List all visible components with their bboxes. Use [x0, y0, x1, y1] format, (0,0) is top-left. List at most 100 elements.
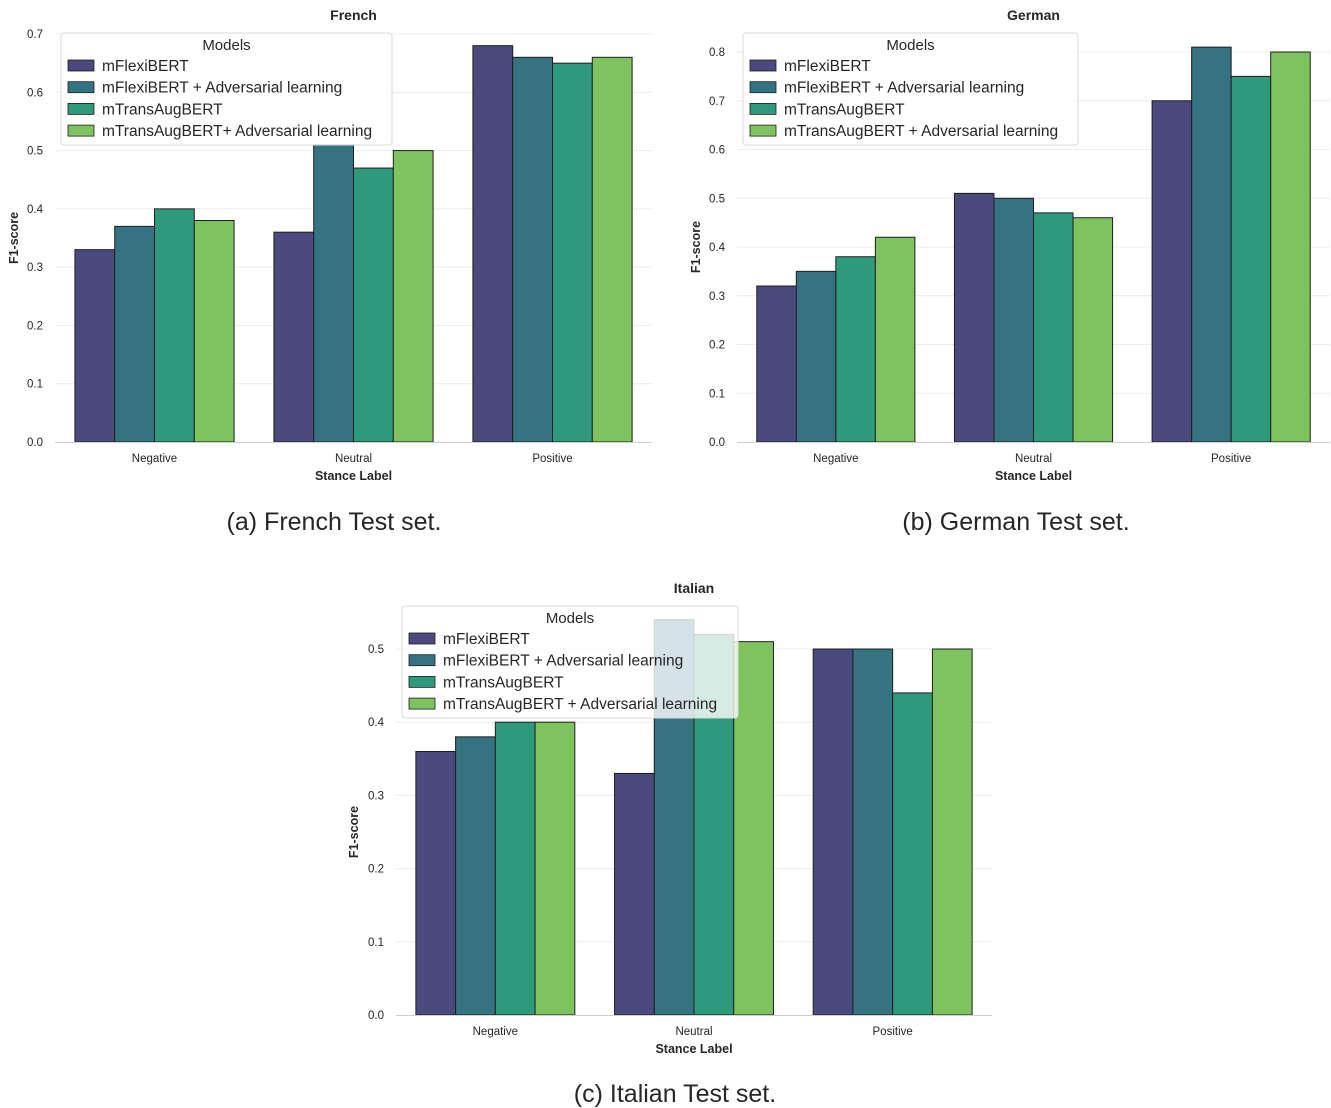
y-tick-label: 0.6	[27, 87, 43, 99]
y-tick-label: 0.1	[27, 379, 43, 391]
bar	[1191, 46, 1232, 443]
y-tick-label: 0.1	[709, 388, 725, 400]
legend-entry: mTransAugBERT + Adversarial learning	[784, 123, 1058, 140]
bar	[756, 285, 797, 443]
legend-swatch	[408, 632, 436, 645]
y-tick-label: 0.4	[709, 242, 726, 254]
legend-swatch	[67, 103, 95, 115]
bar	[154, 208, 195, 443]
legend-box	[60, 32, 393, 146]
figure-caption: (a) French Test set.	[227, 508, 442, 536]
legend-swatch	[408, 654, 436, 667]
legend-swatch	[749, 81, 777, 94]
x-tick-label: Positive	[532, 453, 572, 465]
bar	[993, 197, 1035, 443]
legend-swatch	[749, 103, 777, 115]
legend-title: Models	[886, 37, 934, 54]
bar	[313, 144, 355, 443]
legend-entry: mFlexiBERT	[443, 631, 530, 648]
bar	[1230, 75, 1272, 443]
bar	[494, 721, 536, 1016]
y-tick-label: 0.3	[27, 262, 43, 274]
y-tick-label: 0.5	[709, 193, 725, 205]
legend-swatch	[749, 124, 777, 137]
y-tick-label: 0.1	[368, 937, 384, 949]
bar	[1033, 212, 1074, 443]
bar	[733, 641, 774, 1016]
bar	[74, 249, 116, 443]
bar	[852, 648, 894, 1016]
y-tick-label: 0.3	[709, 291, 725, 303]
y-tick-label: 0.8	[709, 47, 725, 59]
bar	[614, 772, 655, 1016]
x-axis-label: Stance Label	[655, 1042, 732, 1056]
chart-title: French	[330, 7, 377, 23]
bar	[953, 192, 995, 443]
y-tick-label: 0.6	[709, 145, 725, 157]
bar	[353, 167, 394, 443]
bar	[1270, 51, 1311, 443]
bar	[193, 220, 235, 443]
legend-entry: mTransAugBERT	[443, 674, 564, 691]
figure-caption: (b) German Test set.	[902, 508, 1129, 536]
bar	[835, 256, 876, 443]
y-tick-label: 0.0	[368, 1010, 384, 1022]
y-tick-label: 0.4	[368, 717, 385, 729]
bar	[415, 750, 457, 1016]
legend-swatch	[408, 697, 436, 710]
legend-entry: mTransAugBERT	[784, 101, 905, 118]
legend-entry: mTransAugBERT	[102, 101, 223, 118]
y-axis-label: F1-score	[347, 806, 361, 858]
y-tick-label: 0.0	[27, 437, 43, 449]
bar	[273, 231, 315, 443]
bar	[1072, 217, 1114, 443]
chart-title: Italian	[674, 580, 714, 596]
legend-title: Models	[202, 37, 250, 54]
y-tick-label: 0.4	[27, 204, 44, 216]
bar	[795, 270, 837, 443]
legend-swatch	[67, 59, 95, 72]
legend-swatch	[67, 124, 95, 137]
legend-box	[401, 605, 739, 719]
bar	[534, 721, 576, 1016]
legend-entry: mFlexiBERT	[784, 58, 871, 75]
bar	[591, 56, 633, 443]
x-tick-label: Negative	[132, 453, 177, 465]
legend-swatch	[749, 59, 777, 72]
y-tick-label: 0.2	[368, 864, 384, 876]
x-tick-label: Negative	[813, 453, 858, 465]
bar	[114, 225, 155, 443]
y-tick-label: 0.7	[709, 96, 725, 108]
bar	[455, 736, 496, 1016]
bar	[472, 45, 514, 443]
bar	[812, 648, 854, 1016]
bar	[1151, 100, 1193, 443]
x-tick-label: Neutral	[675, 1026, 712, 1038]
x-tick-label: Positive	[873, 1026, 913, 1038]
legend-entry: mFlexiBERT	[102, 58, 189, 75]
x-axis-label: Stance Label	[315, 469, 392, 483]
legend-title: Models	[546, 610, 594, 627]
x-tick-label: Positive	[1211, 453, 1251, 465]
bar	[931, 648, 973, 1016]
figure-caption: (c) Italian Test set.	[574, 1080, 776, 1108]
x-tick-label: Neutral	[335, 453, 372, 465]
y-tick-label: 0.0	[709, 437, 725, 449]
y-tick-label: 0.2	[709, 340, 725, 352]
y-tick-label: 0.5	[368, 644, 384, 656]
y-axis-label: F1-score	[689, 221, 703, 273]
legend-swatch	[67, 81, 95, 94]
legend-entry: mTransAugBERT + Adversarial learning	[443, 696, 717, 713]
y-tick-label: 0.2	[27, 320, 43, 332]
bar	[512, 56, 554, 443]
legend-box	[742, 32, 1079, 146]
bar	[392, 150, 434, 443]
legend-entry: mFlexiBERT + Adversarial learning	[102, 80, 342, 97]
legend-entry: mFlexiBERT + Adversarial learning	[443, 653, 683, 670]
legend-entry: mTransAugBERT+ Adversarial learning	[102, 123, 372, 140]
x-tick-label: Neutral	[1015, 453, 1052, 465]
y-tick-label: 0.3	[368, 790, 384, 802]
y-axis-label: F1-score	[7, 212, 21, 264]
bar	[892, 692, 933, 1016]
